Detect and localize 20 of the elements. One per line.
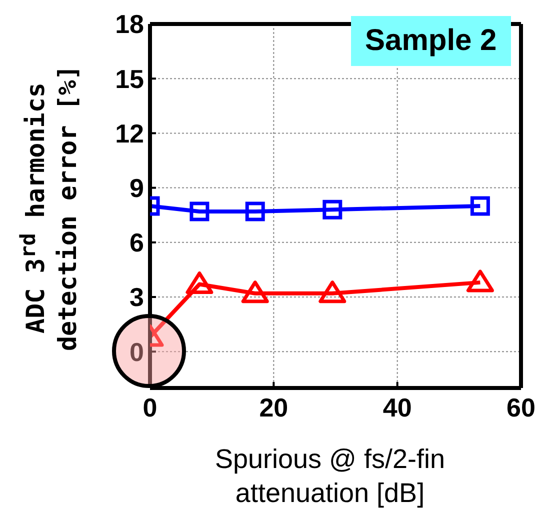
point bbox=[186, 272, 214, 294]
y-tick-label: 12 bbox=[115, 118, 144, 148]
point bbox=[322, 200, 342, 220]
point bbox=[245, 202, 265, 222]
point bbox=[470, 196, 490, 216]
x-axis-title: Spurious @ fs/2-fin attenuation [dB] bbox=[214, 443, 446, 510]
y-tick-label: 6 bbox=[130, 228, 144, 258]
y-tick-label: 0 bbox=[130, 336, 144, 367]
annotation: Sample 2 bbox=[351, 16, 511, 66]
x-tick-label: 20 bbox=[259, 392, 288, 422]
x-tick-label: 40 bbox=[382, 392, 412, 422]
x-tick-label: 60 bbox=[506, 392, 536, 422]
y-tick-label: 3 bbox=[130, 282, 144, 312]
point bbox=[318, 280, 346, 304]
point bbox=[190, 202, 210, 222]
point bbox=[241, 280, 269, 304]
y-tick-label: 9 bbox=[130, 173, 144, 204]
y-tick-label: 15 bbox=[115, 64, 144, 94]
y-tick-label: 18 bbox=[115, 9, 144, 40]
point bbox=[466, 270, 494, 292]
